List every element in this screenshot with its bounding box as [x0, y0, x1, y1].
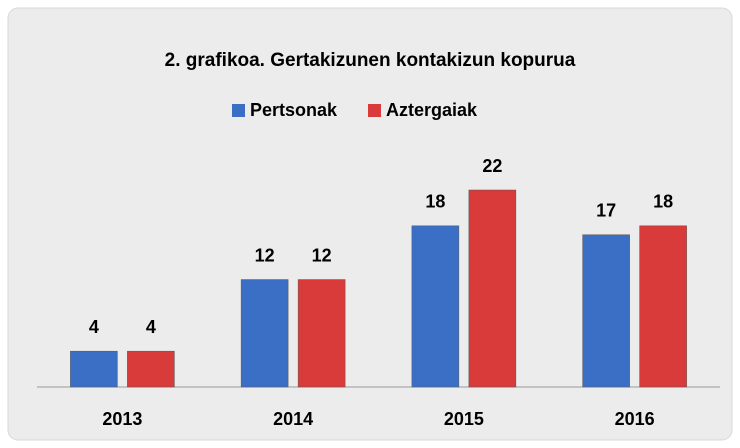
value-label: 22	[482, 156, 502, 176]
bar	[582, 234, 630, 388]
bar	[240, 279, 289, 388]
x-tick-label: 2016	[615, 409, 655, 429]
bar	[297, 279, 346, 388]
bar	[70, 350, 118, 388]
chart-title: 2. grafikoa. Gertakizunen kontakizun kop…	[165, 50, 576, 71]
legend-swatch	[368, 104, 381, 117]
value-label: 12	[255, 245, 275, 265]
bar	[411, 225, 460, 388]
bar	[127, 350, 175, 388]
value-label: 18	[425, 192, 445, 212]
value-label: 17	[596, 201, 616, 221]
legend-swatch	[232, 104, 245, 117]
value-label: 18	[653, 192, 673, 212]
x-tick-label: 2014	[273, 409, 313, 429]
bar	[639, 225, 687, 388]
value-label: 4	[146, 317, 156, 337]
x-tick-label: 2013	[102, 409, 142, 429]
value-label: 4	[89, 317, 99, 337]
legend-label: Aztergaiak	[386, 100, 478, 120]
x-tick-label: 2015	[444, 409, 484, 429]
legend-label: Pertsonak	[250, 100, 338, 120]
chart-background	[7, 7, 733, 441]
value-label: 12	[312, 245, 332, 265]
bar	[468, 189, 517, 388]
